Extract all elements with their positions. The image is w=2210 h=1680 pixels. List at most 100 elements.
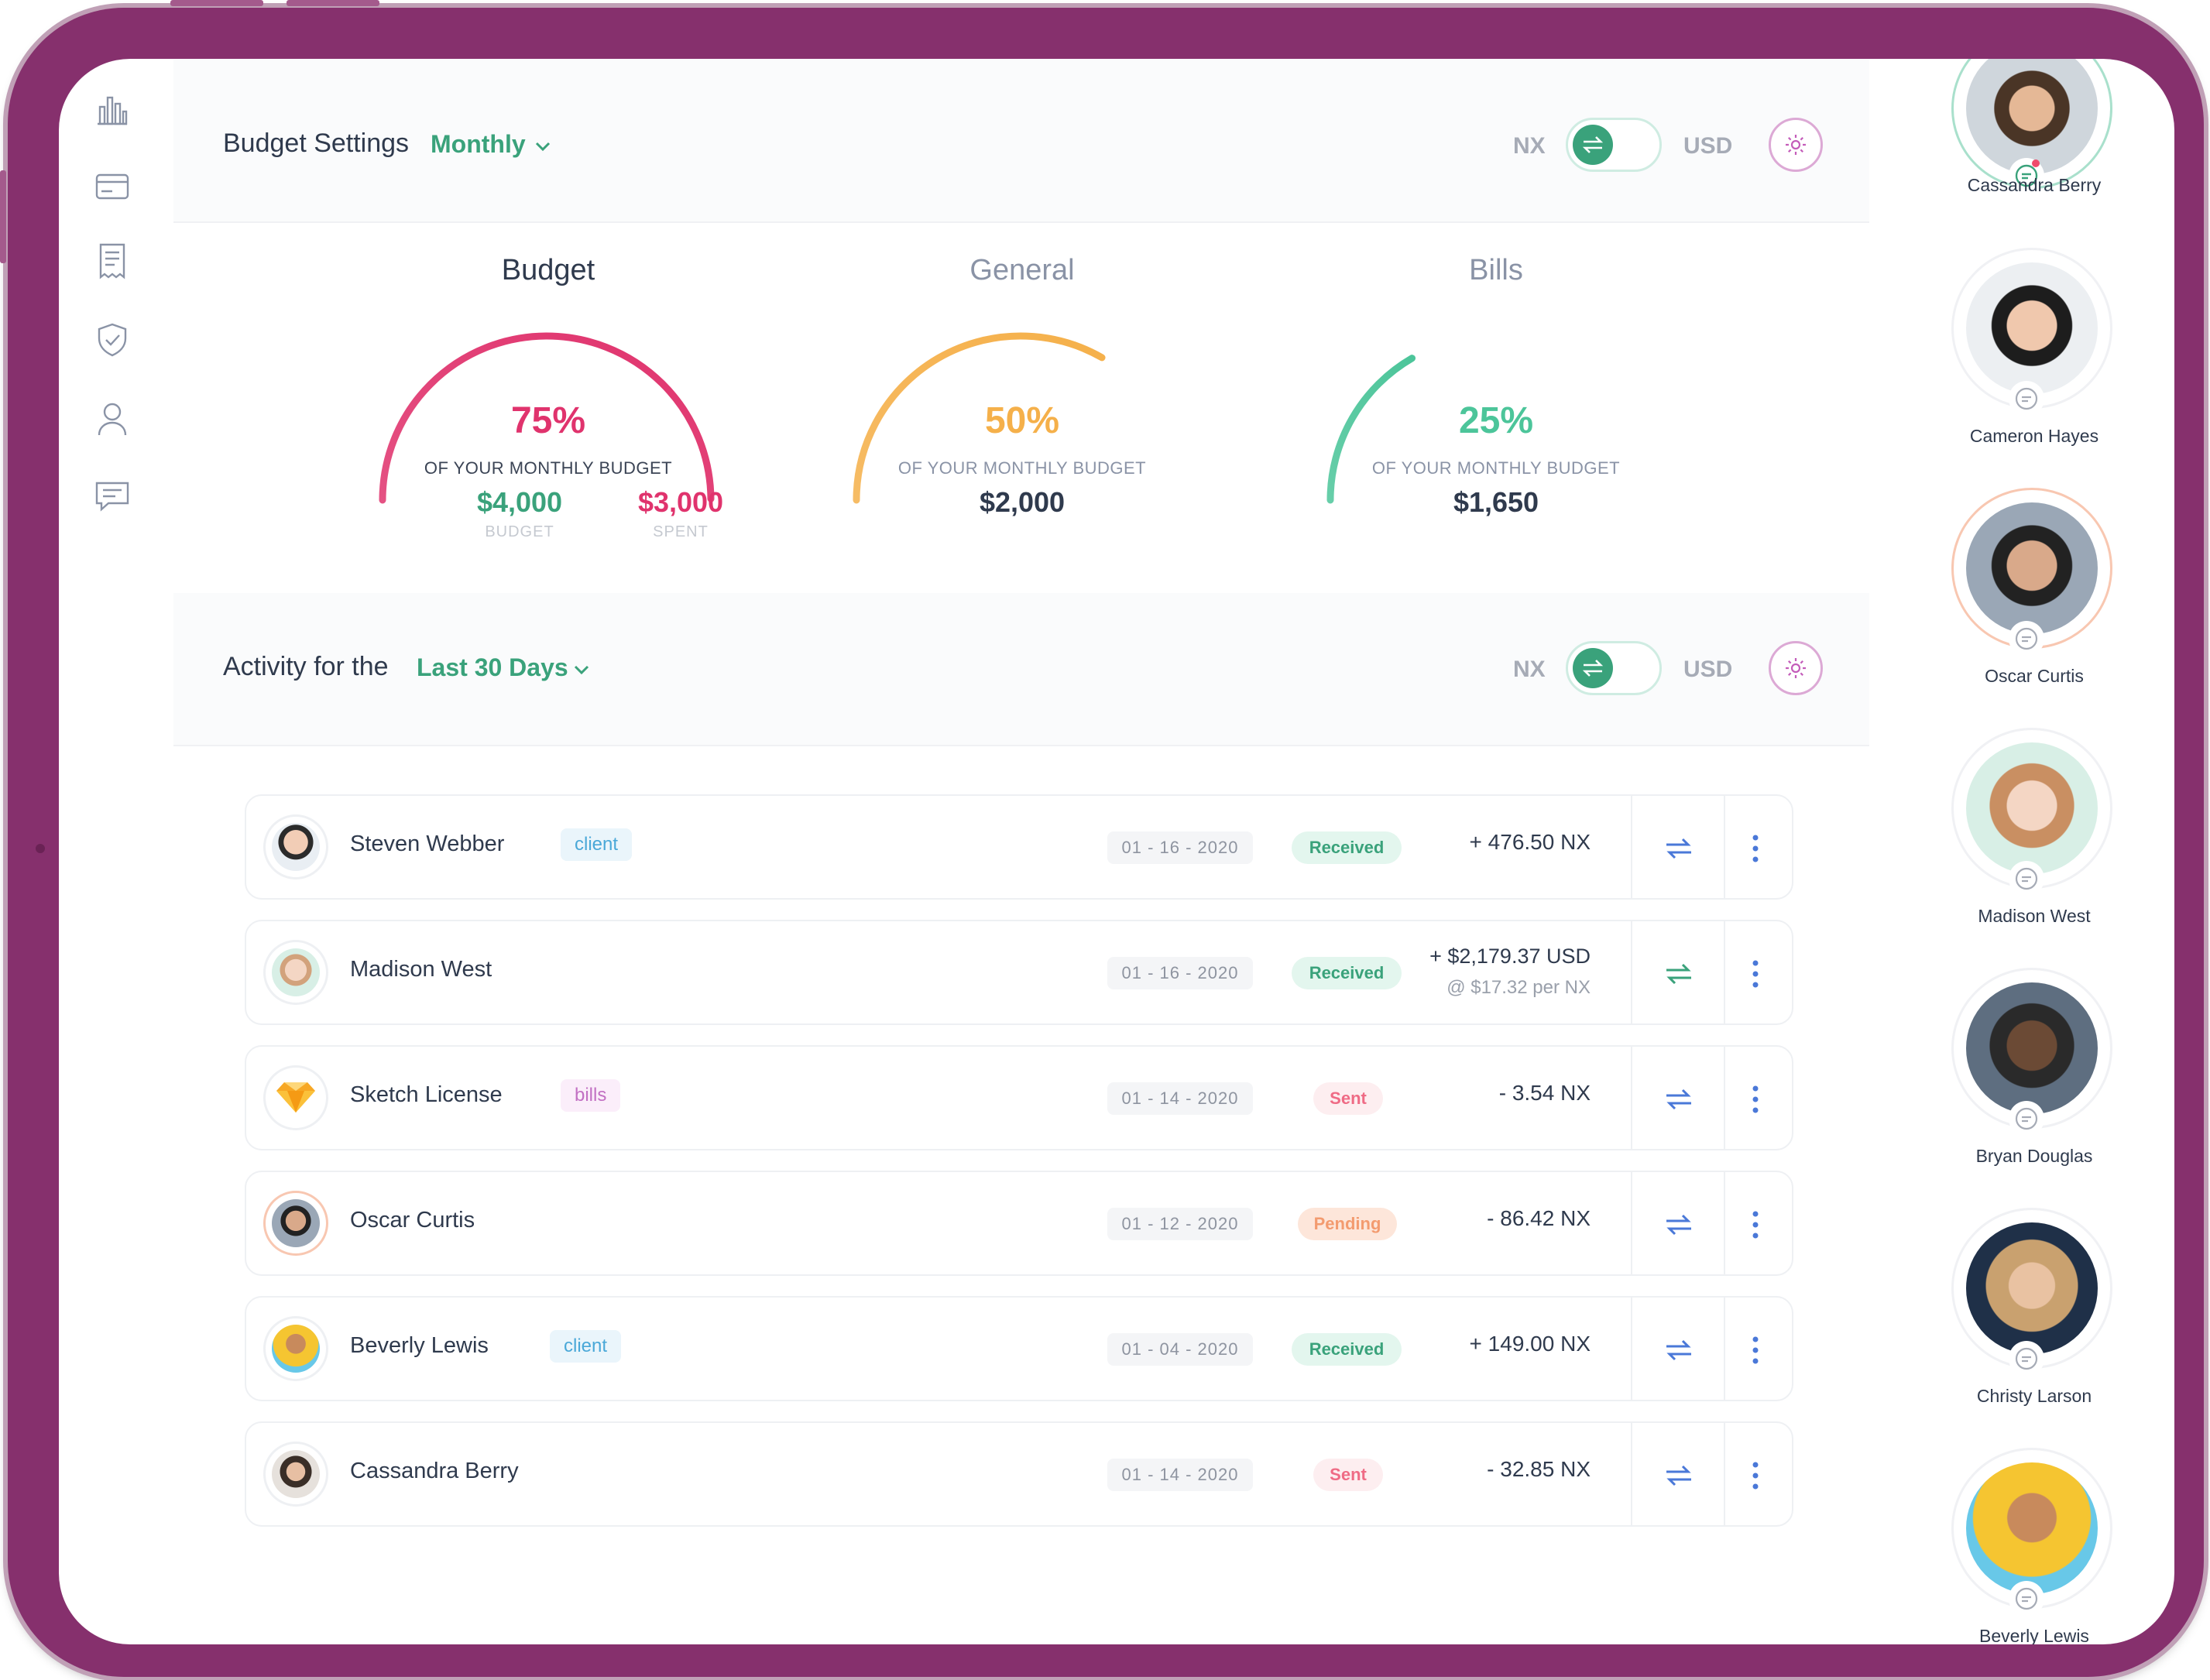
activity-period-select[interactable]: Last 30 Days [417, 653, 568, 681]
more-vertical-icon[interactable] [1752, 1209, 1759, 1240]
transfer-icon[interactable] [1663, 960, 1694, 988]
status-badge: Sent [1313, 1082, 1383, 1115]
chat-icon[interactable] [93, 477, 132, 516]
card-icon[interactable] [93, 167, 132, 206]
chevron-down-icon[interactable] [571, 660, 592, 680]
gauge-title: Bills [1469, 254, 1523, 286]
divider [1724, 921, 1725, 1023]
currency-nx-label: NX [1513, 133, 1546, 159]
avatar [263, 1316, 328, 1381]
transaction-amount: + $2,179.37 USD [1429, 945, 1591, 968]
gauge-progress-arc [853, 332, 1106, 504]
receipt-icon[interactable] [93, 242, 132, 280]
contact-item[interactable]: Cassandra Berry [1945, 59, 2123, 206]
contact-name: Oscar Curtis [1985, 666, 2084, 686]
chat-icon[interactable] [2009, 381, 2044, 417]
currency-usd-label: USD [1683, 657, 1733, 682]
gauge-percent: 25% [1458, 400, 1534, 441]
budget-settings-button[interactable] [1769, 118, 1823, 172]
gauge-subtitle: OF YOUR MONTHLY BUDGET [1371, 458, 1621, 478]
gauge-subtitle: OF YOUR MONTHLY BUDGET [897, 458, 1147, 478]
device-button-side [0, 170, 6, 263]
gauge-arc [379, 332, 715, 504]
transaction-row[interactable]: Cassandra Berry 01 - 14 - 2020 Sent - 32… [245, 1421, 1793, 1527]
contact-item[interactable]: Beverly Lewis [1945, 1448, 2123, 1644]
transfer-icon[interactable] [1663, 1085, 1694, 1113]
gauge-subtitle: OF YOUR MONTHLY BUDGET [424, 458, 673, 478]
app-screen: Budget Settings Monthly NX USD Budget 75… [59, 59, 2174, 1644]
swap-icon [1573, 125, 1613, 165]
more-vertical-icon[interactable] [1752, 1084, 1759, 1115]
transfer-icon[interactable] [1663, 1462, 1694, 1490]
status-badge: Received [1292, 957, 1402, 989]
transaction-row[interactable]: Beverly Lewis client 01 - 04 - 2020 Rece… [245, 1296, 1793, 1401]
transaction-row[interactable]: Sketch License bills 01 - 14 - 2020 Sent… [245, 1045, 1793, 1150]
transaction-amount: - 32.85 NX [1487, 1457, 1591, 1481]
activity-settings-button[interactable] [1769, 641, 1823, 695]
chevron-down-icon[interactable] [533, 136, 553, 156]
chat-icon[interactable] [2009, 861, 2044, 897]
more-vertical-icon[interactable] [1752, 1460, 1759, 1491]
divider [1724, 796, 1725, 898]
transfer-icon[interactable] [1663, 1211, 1694, 1239]
transaction-amount: - 86.42 NX [1487, 1206, 1591, 1230]
avatar [263, 1191, 328, 1256]
chat-icon[interactable] [2009, 158, 2044, 194]
contact-name: Bryan Douglas [1975, 1146, 2093, 1166]
more-vertical-icon[interactable] [1752, 1335, 1759, 1366]
currency-toggle[interactable] [1566, 641, 1662, 695]
chat-icon[interactable] [2009, 1341, 2044, 1377]
contact-item[interactable]: Oscar Curtis [1945, 488, 2123, 689]
chat-icon[interactable] [2009, 1581, 2044, 1617]
transaction-date: 01 - 14 - 2020 [1107, 1082, 1253, 1115]
sketch-logo-icon [263, 1065, 328, 1130]
contact-item[interactable]: Cameron Hayes [1945, 248, 2123, 449]
avatar [1951, 968, 2112, 1129]
transaction-name: Madison West [350, 957, 492, 982]
transaction-date: 01 - 16 - 2020 [1107, 831, 1253, 864]
gauge-arc [1326, 355, 1416, 504]
swap-icon [1573, 648, 1613, 688]
gauge-title: Budget [501, 254, 595, 286]
status-badge: Sent [1313, 1459, 1383, 1491]
gauge-progress-arc [379, 332, 715, 504]
transaction-date: 01 - 04 - 2020 [1107, 1333, 1253, 1366]
avatar [263, 1442, 328, 1507]
divider [1631, 1298, 1632, 1400]
contact-item[interactable]: Bryan Douglas [1945, 968, 2123, 1169]
transaction-amount: + 476.50 NX [1469, 830, 1591, 854]
currency-toggle[interactable] [1566, 118, 1662, 172]
gauge-percent: 75% [510, 400, 586, 441]
gauge-percent: 50% [984, 400, 1060, 441]
chat-icon[interactable] [2009, 1101, 2044, 1137]
contact-name: Cassandra Berry [1967, 175, 2102, 195]
transaction-row[interactable]: Oscar Curtis 01 - 12 - 2020 Pending - 86… [245, 1171, 1793, 1276]
device-button-top-2 [287, 0, 379, 6]
spent-amount: $3,000 [637, 486, 724, 518]
gauge-progress-arc [1326, 355, 1416, 504]
divider [1631, 921, 1632, 1023]
transfer-icon[interactable] [1663, 835, 1694, 862]
transaction-amount: - 3.54 NX [1498, 1081, 1591, 1105]
transaction-name: Sketch License [350, 1082, 503, 1107]
transaction-tag: bills [561, 1079, 621, 1112]
more-vertical-icon[interactable] [1752, 833, 1759, 864]
budget-period-select[interactable]: Monthly [431, 130, 526, 158]
transaction-row[interactable]: Madison West 01 - 16 - 2020 Received + $… [245, 920, 1793, 1025]
user-icon[interactable] [93, 399, 132, 438]
more-vertical-icon[interactable] [1752, 958, 1759, 989]
avatar [263, 814, 328, 879]
activity-title: Activity for the [223, 652, 389, 681]
status-badge: Pending [1298, 1208, 1397, 1240]
contact-name: Beverly Lewis [1979, 1626, 2089, 1644]
shield-check-icon[interactable] [93, 321, 132, 359]
currency-usd-label: USD [1683, 133, 1733, 159]
bar-chart-icon[interactable] [93, 90, 132, 129]
contact-item[interactable]: Madison West [1945, 728, 2123, 929]
contact-item[interactable]: Christy Larson [1945, 1208, 2123, 1409]
chat-icon[interactable] [2009, 621, 2044, 657]
divider [1724, 1172, 1725, 1274]
transfer-icon[interactable] [1663, 1336, 1694, 1364]
transaction-row[interactable]: Steven Webber client 01 - 16 - 2020 Rece… [245, 794, 1793, 900]
gear-icon [1786, 135, 1806, 155]
